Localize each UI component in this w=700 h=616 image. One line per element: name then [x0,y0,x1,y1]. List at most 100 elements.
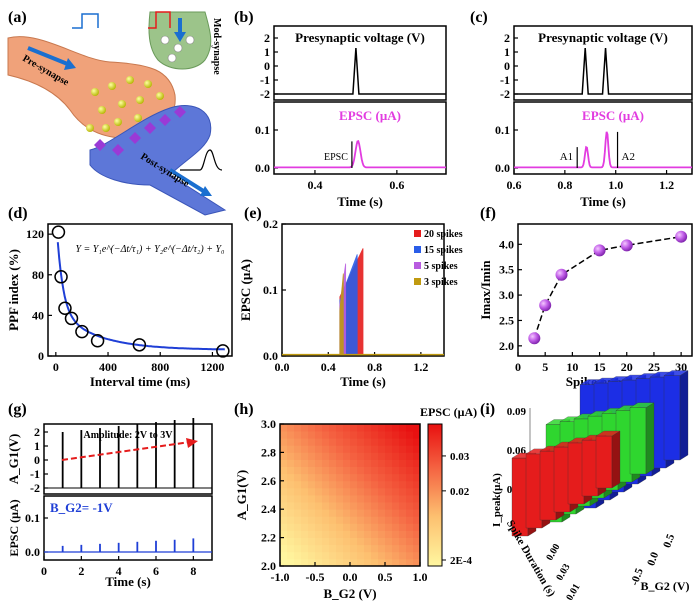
heat-cell-10-2 [350,544,358,553]
receptor-0 [94,139,106,151]
heat-cell-12-12 [364,473,372,482]
heat-cell-4-0 [308,558,316,567]
bottom-y-1-tick-label: 0.0 [255,161,270,175]
heat-cell-17-14 [399,459,407,467]
y-tick-label-0: -0.5 [629,566,646,587]
heat-cell-19-10 [413,487,421,496]
heat-cell-17-7 [399,509,407,517]
heat-cell-0-16 [280,445,288,453]
y-3-tick-label: 3.5 [499,263,514,277]
bottom-y-1-tick-label: 0.0 [25,545,40,559]
heat-cell-1-8 [287,502,295,510]
heat-cell-8-6 [336,516,344,524]
post-arrow [168,168,207,194]
heat-cell-14-5 [378,523,386,531]
heat-cell-2-15 [294,452,302,460]
heat-cell-6-8 [322,502,330,510]
data-point-3 [64,311,79,326]
heat-cell-10-14 [350,459,358,467]
heat-cell-16-8 [392,502,400,510]
receptor-4 [159,114,171,126]
pre-pulse-glyph [72,13,99,29]
heat-cell-1-4 [287,530,295,538]
heat-cell-1-16 [287,445,295,453]
heat-cell-1-13 [287,466,295,475]
heat-cell-13-1 [371,551,379,560]
heat-cell-5-2 [315,544,323,553]
heat-cell-5-12 [315,473,323,482]
heat-cell-11-17 [357,438,365,446]
heat-cell-8-19 [336,424,344,432]
heat-cell-17-10 [399,487,407,496]
heat-cell-15-3 [385,537,393,546]
heat-cell-9-1 [343,551,351,560]
heat-cell-8-14 [336,459,344,467]
heat-cell-9-12 [343,473,351,482]
heat-cell-12-5 [364,523,372,531]
y-0-tick-label: 0.0 [263,349,278,363]
data-point-6 [132,338,147,352]
chart-d: 0 400 800 1200 0 40 80 120 Interval time (ms) PPF… [6,223,233,389]
legend-swatch-1 [414,246,421,253]
heat-cell-0-0 [280,558,288,567]
bottom-title: EPSC (μA) [339,108,401,123]
heat-cell-3-15 [301,452,309,460]
heat-cell-15-17 [385,438,393,446]
mod-vesicle-3 [167,53,177,63]
heat-cell-15-10 [385,487,393,496]
legend-label-2: 5 spikes [424,261,458,272]
x-1-tick-label: 0.8 [557,178,572,192]
heat-cell-17-5 [399,523,407,531]
bottom-y-0-tick-label: 0.1 [255,123,270,137]
heat-cell-10-9 [350,495,358,503]
heat-cell-13-6 [371,516,379,524]
heat-cell-7-5 [329,523,337,531]
x-0-tick-label: 0.4 [307,178,322,192]
y-0-tick-label: 2.0 [261,559,276,573]
heat-cell-15-0 [385,558,393,567]
heat-cell-19-13 [413,466,421,475]
bar-0-1-front [525,453,543,529]
heat-cell-2-9 [294,495,302,503]
heat-cell-2-0 [294,558,302,567]
data-point-5 [90,334,105,348]
heat-cell-2-2 [294,544,302,553]
heat-cell-10-11 [350,480,358,489]
heat-cell-3-13 [301,466,309,475]
heat-cell-3-16 [301,445,309,453]
heat-cell-9-7 [343,509,351,517]
heat-cell-3-2 [301,544,309,553]
y-5-tick-label: 3.0 [261,417,276,431]
heat-cell-16-5 [392,523,400,531]
pre-arrow [27,46,71,67]
heat-cell-4-17 [308,438,316,446]
heat-cell-16-9 [392,495,400,503]
heat-cell-7-15 [329,452,337,460]
heat-cell-12-18 [364,431,372,439]
heat-cell-8-7 [336,509,344,517]
y-4-tick-label: 2.8 [261,445,276,459]
heat-cell-0-15 [280,452,288,460]
x-2-tick-label: 1.0 [608,178,623,192]
heat-cell-14-13 [378,466,386,475]
x-1-tick-label: 5 [542,360,548,374]
heat-cell-14-19 [378,424,386,432]
heat-cell-10-16 [350,445,358,453]
data-point-5 [675,230,688,243]
heat-cell-18-15 [406,452,414,460]
heat-cell-19-1 [413,551,421,560]
heat-cell-3-7 [301,509,309,517]
heat-cell-0-3 [280,537,288,546]
heat-cell-1-14 [287,459,295,467]
top-y-2-tick-label: 0 [34,453,40,467]
heat-cell-14-14 [378,459,386,467]
heat-cell-13-15 [371,452,379,460]
heat-cell-1-12 [287,473,295,482]
heat-cell-6-15 [322,452,330,460]
heat-cell-10-13 [350,466,358,475]
trend-line [533,235,682,339]
legend-swatch-3 [414,278,421,285]
bar-0-6-front [595,435,613,489]
